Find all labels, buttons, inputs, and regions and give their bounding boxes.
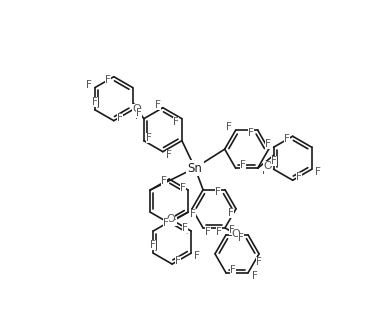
Text: F: F	[182, 223, 188, 233]
Text: O: O	[132, 104, 141, 114]
Text: F: F	[284, 134, 289, 144]
Text: F: F	[229, 225, 235, 235]
Text: F: F	[215, 187, 221, 197]
Text: F: F	[265, 139, 271, 149]
Text: O: O	[263, 161, 272, 171]
Text: F: F	[175, 256, 181, 266]
Text: F: F	[171, 216, 177, 226]
Text: F: F	[173, 117, 179, 127]
Text: F: F	[228, 208, 234, 218]
Text: F: F	[248, 128, 253, 138]
Text: F: F	[150, 240, 156, 250]
Text: F: F	[216, 227, 222, 237]
Text: F: F	[296, 172, 301, 182]
Text: F: F	[226, 122, 232, 132]
Text: F: F	[86, 80, 92, 90]
Text: F: F	[190, 209, 196, 219]
Text: F: F	[166, 150, 172, 160]
Text: F: F	[117, 113, 123, 123]
Text: F: F	[238, 233, 244, 243]
Text: F: F	[205, 227, 211, 237]
Text: F: F	[146, 133, 152, 143]
Text: O: O	[166, 214, 175, 224]
Text: Sn: Sn	[188, 161, 202, 174]
Text: F: F	[163, 218, 169, 228]
Text: F: F	[262, 166, 268, 176]
Text: F: F	[315, 167, 321, 177]
Text: F: F	[105, 75, 111, 85]
Text: O: O	[232, 229, 240, 239]
Text: F: F	[136, 108, 142, 118]
Text: F: F	[180, 183, 186, 193]
Text: F: F	[161, 176, 167, 186]
Text: F: F	[252, 271, 258, 281]
Text: F: F	[194, 251, 200, 261]
Text: F: F	[135, 111, 141, 121]
Text: F: F	[271, 156, 277, 166]
Text: F: F	[92, 97, 98, 107]
Text: F: F	[256, 257, 262, 267]
Text: F: F	[155, 100, 161, 110]
Text: F: F	[230, 265, 236, 275]
Text: F: F	[240, 160, 246, 170]
